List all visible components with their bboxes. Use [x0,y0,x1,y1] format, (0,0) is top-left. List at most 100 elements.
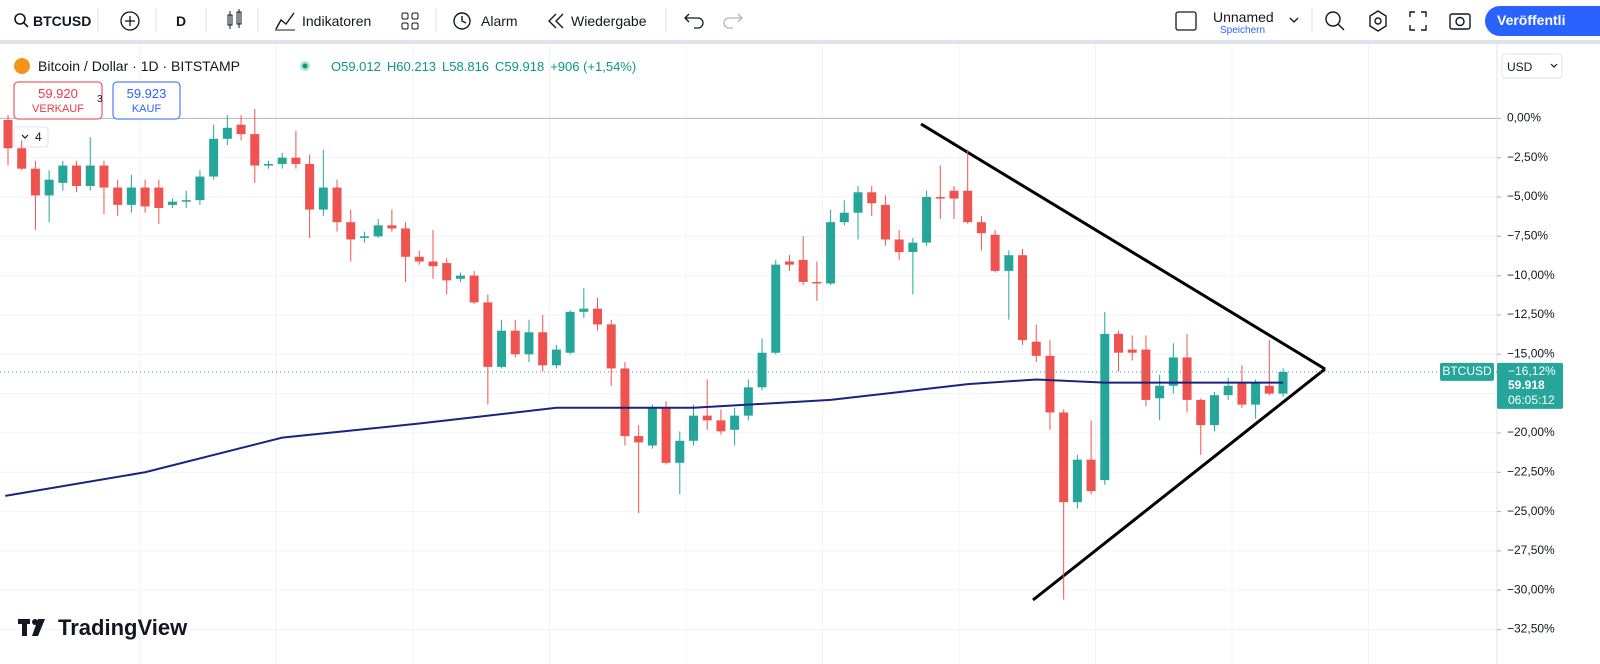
candle-body [455,275,465,279]
y-tick-label: −12,50% [1507,307,1555,321]
candle-body [428,261,438,267]
currency-chevron [1550,63,1558,68]
candle-body [565,311,575,353]
layout-name[interactable]: Unnamed [1213,9,1274,25]
y-tick-label: −25,00% [1507,504,1555,518]
y-tick-label: −7,50% [1507,228,1548,242]
candle-body [1004,255,1014,271]
candle-body [44,179,54,196]
change-value: +906 (+1,54%) [550,59,637,74]
candle-body [154,187,164,209]
y-tick-label: −2,50% [1507,150,1548,164]
candle-body [510,330,520,355]
candle-body [222,127,232,139]
sell-price: 59.920 [38,86,78,101]
candle-body [483,302,493,367]
candle-body [1251,382,1261,405]
save-button[interactable]: Speichern [1220,25,1266,36]
indicators-button[interactable]: Indikatoren [302,13,372,29]
y-tick-label: −15,00% [1507,346,1555,360]
close-value: C59.918 [495,59,545,74]
candle-body [387,225,397,229]
candle-body [140,187,150,207]
candle-body [798,259,808,282]
candle-body [538,332,548,366]
indicator-count: 4 [35,130,42,144]
candle-body [85,165,95,186]
candle-body [675,440,685,463]
candle-body [689,415,698,441]
price-tag-countdown: 06:05:12 [1508,393,1555,407]
y-tick-label: −30,00% [1507,582,1555,596]
candle-body [1182,357,1192,400]
buy-price: 59.923 [126,86,167,101]
candle-body [277,157,287,164]
candle-body [414,256,424,262]
candle-body [976,222,986,234]
candle-body [1086,459,1096,492]
candle-body [826,222,836,284]
candle-body [1114,333,1124,353]
candle-body [442,263,452,281]
moving-average [5,378,1284,497]
candle-body [373,225,383,237]
candle-body [647,407,657,446]
bitcoin-icon [14,58,30,74]
symbol[interactable]: BTCUSD [33,13,92,29]
candle-body [1059,412,1069,503]
candle-body [17,148,27,169]
candle-body [935,197,945,199]
candle-body [949,190,959,199]
status-dot [302,63,308,69]
candle-body [743,387,753,416]
sell-label: VERKAUF [32,103,84,115]
candle-body [634,436,644,443]
indicator-toggle[interactable] [13,126,49,148]
alarm-button[interactable]: Alarm [481,13,518,29]
candle-body [1155,385,1165,399]
toolbar-icons [14,6,1600,36]
tv-logo-mark [18,619,45,636]
currency: USD [1507,60,1533,74]
price-tag-change: −16,12% [1508,364,1556,378]
candle-body [894,239,904,253]
candle-body [168,201,178,205]
candle-body [1168,357,1178,386]
candle-body [113,187,123,205]
candle-body [3,119,13,149]
triangle-upper-line [920,122,1326,371]
candle-body [126,187,136,205]
candle-body [1100,333,1110,481]
candle-body [922,197,932,243]
y-tick-label: −10,00% [1507,268,1555,282]
candle-body [1141,349,1151,400]
publish-button[interactable]: Veröffentli [1497,12,1566,28]
toolbar: BTCUSD D Indikatoren Alarm Wiedergabe Un… [0,0,1600,44]
currency-select[interactable] [1501,53,1563,79]
candle-body [908,242,918,253]
candle-body [620,368,630,437]
candle-body [209,138,219,177]
sell-box[interactable] [13,81,103,120]
interval[interactable]: D [176,13,187,29]
candle-body [1127,349,1137,353]
y-tick-label: −32,50% [1507,622,1555,636]
candle-body [606,324,616,369]
candle-body [853,192,863,213]
grid [0,44,1497,664]
candle-body [839,212,849,223]
spread: 3 [97,94,103,105]
candle-body [990,234,1000,271]
replay-button[interactable]: Wiedergabe [571,13,647,29]
candle-body [702,415,712,421]
buy-box[interactable] [112,81,181,120]
y-tick-label: −22,50% [1507,464,1555,478]
y-tick-label: −5,00% [1507,189,1548,203]
candle-body [195,176,205,201]
candle-body [1237,382,1247,405]
symbol-title: Bitcoin / Dollar · 1D · BITSTAMP [38,58,241,74]
plot [0,108,1497,600]
candle-body [1264,385,1274,394]
